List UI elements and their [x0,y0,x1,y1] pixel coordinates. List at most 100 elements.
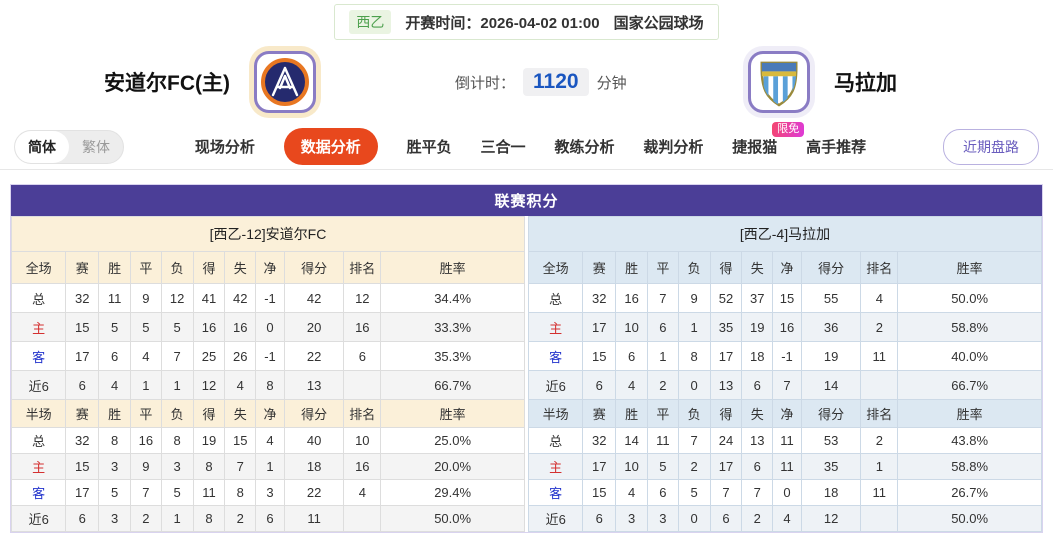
stat-cell: 18 [283,453,345,480]
stat-cell: 7 [709,479,743,506]
table-row: 总 32 16 7 9 52 37 15 55 4 50.0% [527,283,1042,313]
table-row: 主 17 10 5 2 17 6 11 35 1 58.8% [527,453,1042,480]
stat-cell: 6 [741,370,774,400]
table-row: 总 32 11 9 12 41 42 -1 42 12 34.4% [10,283,525,313]
column-header: 负 [160,399,194,428]
nav-tab[interactable]: 捷报猫 限免 [732,122,805,157]
stat-cell: 18 [800,479,862,506]
stat-cell: 4 [343,479,382,506]
table-row: 总 32 14 11 7 24 13 11 53 2 43.8% [527,427,1042,454]
nav-tab[interactable]: 三合一 [480,139,526,156]
row-label: 主 [10,453,67,480]
stat-cell: 15 [65,312,100,342]
row-label: 近6 [10,370,67,400]
countdown-unit: 分钟 [596,74,627,92]
stat-cell: 40.0% [897,341,1042,371]
table-halves: [西乙-12]安道尔FC 全场赛胜平负得失净得分 排名 胜率 总 32 11 9 12 41 4… [10,216,1042,532]
stat-cell: 15 [582,479,617,506]
stat-cell: 5 [130,312,162,342]
stat-cell: 9 [130,453,162,480]
stat-cell: 6 [709,505,743,532]
away-stats-table: [西乙-4]马拉加 全场赛胜平负得失净得分 排名 胜率 总 32 16 7 9 52 37 15 5… [527,216,1042,532]
stat-cell: 5 [98,479,131,506]
league-badge: 西乙 [349,10,392,34]
row-label: 客 [10,479,67,506]
column-header: 胜 [98,251,131,284]
venue-name: 国家公园球场 [613,14,704,32]
stat-cell: 55 [800,283,862,313]
section-label: 全场 [10,251,67,284]
stat-cell: 11 [98,283,131,313]
stat-cell: 2 [647,370,679,400]
column-header: 胜 [615,399,648,428]
match-info-box: 西乙 开赛时间：2026-04-02 01:00 国家公园球场 [334,4,719,40]
stat-cell: 13 [283,370,345,400]
section-label: 半场 [10,399,67,428]
column-header: 排名 [343,399,382,428]
kickoff-label: 开赛时间： [405,14,481,32]
stat-cell: 52 [709,283,743,313]
stat-cell: 8 [192,505,226,532]
column-header: 平 [647,251,679,284]
nav-tab[interactable]: 教练分析 [554,139,615,156]
stat-cell: 2 [741,505,774,532]
stat-cell: 17 [65,341,100,371]
limited-free-badge: 限免 [772,122,805,137]
countdown-value: 1120 [523,68,589,96]
column-header-row: 全场赛胜平负得失净得分 排名 胜率 [527,251,1042,284]
stat-cell: 43.8% [897,427,1042,454]
column-header: 负 [677,399,711,428]
stat-cell: 17 [709,453,743,480]
stat-cell: 7 [160,341,194,371]
column-header: 得 [192,399,226,428]
nav-tab[interactable]: 胜平负 [406,139,452,156]
table-row: 客 17 5 7 5 11 8 3 22 4 29.4% [10,479,525,506]
table-row: 近6 6 4 1 1 12 4 8 13 66.7% [10,370,525,400]
column-header: 得 [709,251,743,284]
stat-cell: 8 [224,479,257,506]
recent-trends-button[interactable]: 近期盘路 [943,128,1039,165]
stat-cell: 4 [615,370,648,400]
stat-cell: 4 [130,341,162,371]
section-label: 半场 [527,399,584,428]
nav-tab[interactable]: 裁判分析 [643,139,704,156]
stat-cell: 19 [192,427,226,454]
nav-tab[interactable]: 数据分析 [283,128,378,165]
stat-cell: -1 [772,341,802,371]
column-header: 胜率 [897,251,1042,284]
stat-cell: 11 [860,341,899,371]
stat-cell: 32 [582,427,617,454]
column-header: 胜率 [897,399,1042,428]
stat-cell: 12 [160,283,194,313]
column-header-row: 半场赛胜平负得失净得分 排名 胜率 [10,399,525,428]
kickoff-time: 开赛时间：2026-04-02 01:00 [405,12,599,33]
row-label: 总 [527,283,584,313]
nav-tab[interactable]: 现场分析 [194,139,255,156]
panel-header-row: [西乙-4]马拉加 [528,216,1042,252]
stat-cell: 3 [98,453,131,480]
row-label: 总 [10,283,67,313]
column-header: 排名 [860,399,899,428]
match-info-strip: 西乙 开赛时间：2026-04-02 01:00 国家公园球场 [0,0,1053,40]
stat-cell: 26.7% [897,479,1042,506]
malaga-crest-icon [760,61,798,107]
row-label: 近6 [527,370,584,400]
stat-cell: 6 [615,341,648,371]
lang-traditional[interactable]: 繁体 [82,138,110,155]
stat-cell: 36 [800,312,862,342]
stat-cell: 22 [283,341,345,371]
nav-tab[interactable]: 高手推荐 [806,139,867,156]
stat-cell: 1 [255,453,285,480]
column-header: 净 [772,399,802,428]
league-points-section: 联赛积分 [西乙-12]安道尔FC 全场赛胜平负得失净得分 排名 胜率 总 32 11 9… [10,184,1043,533]
stat-cell: 35 [709,312,743,342]
stat-cell: 1 [647,341,679,371]
stat-cell: 13 [741,427,774,454]
lang-simplified[interactable]: 简体 [15,130,69,163]
column-header: 负 [677,251,711,284]
stat-cell [343,370,382,400]
stat-cell: 42 [224,283,257,313]
stat-cell: 42 [283,283,345,313]
stat-cell: 12 [192,370,226,400]
table-row: 近6 6 4 2 0 13 6 7 14 66.7% [527,370,1042,400]
